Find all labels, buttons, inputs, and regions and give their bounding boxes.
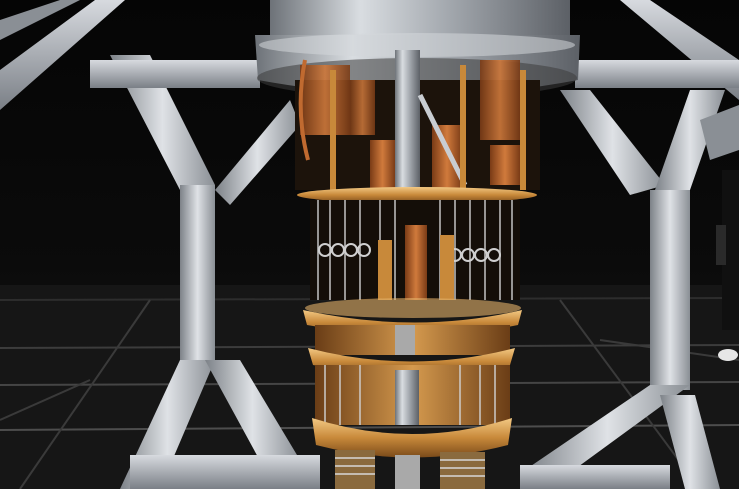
copper-upper-stage: [295, 50, 540, 195]
wiring-section: [310, 200, 520, 300]
lower-stage-a: [315, 325, 510, 355]
lower-stage-b: [315, 365, 510, 425]
bottom-coils: [335, 450, 485, 489]
